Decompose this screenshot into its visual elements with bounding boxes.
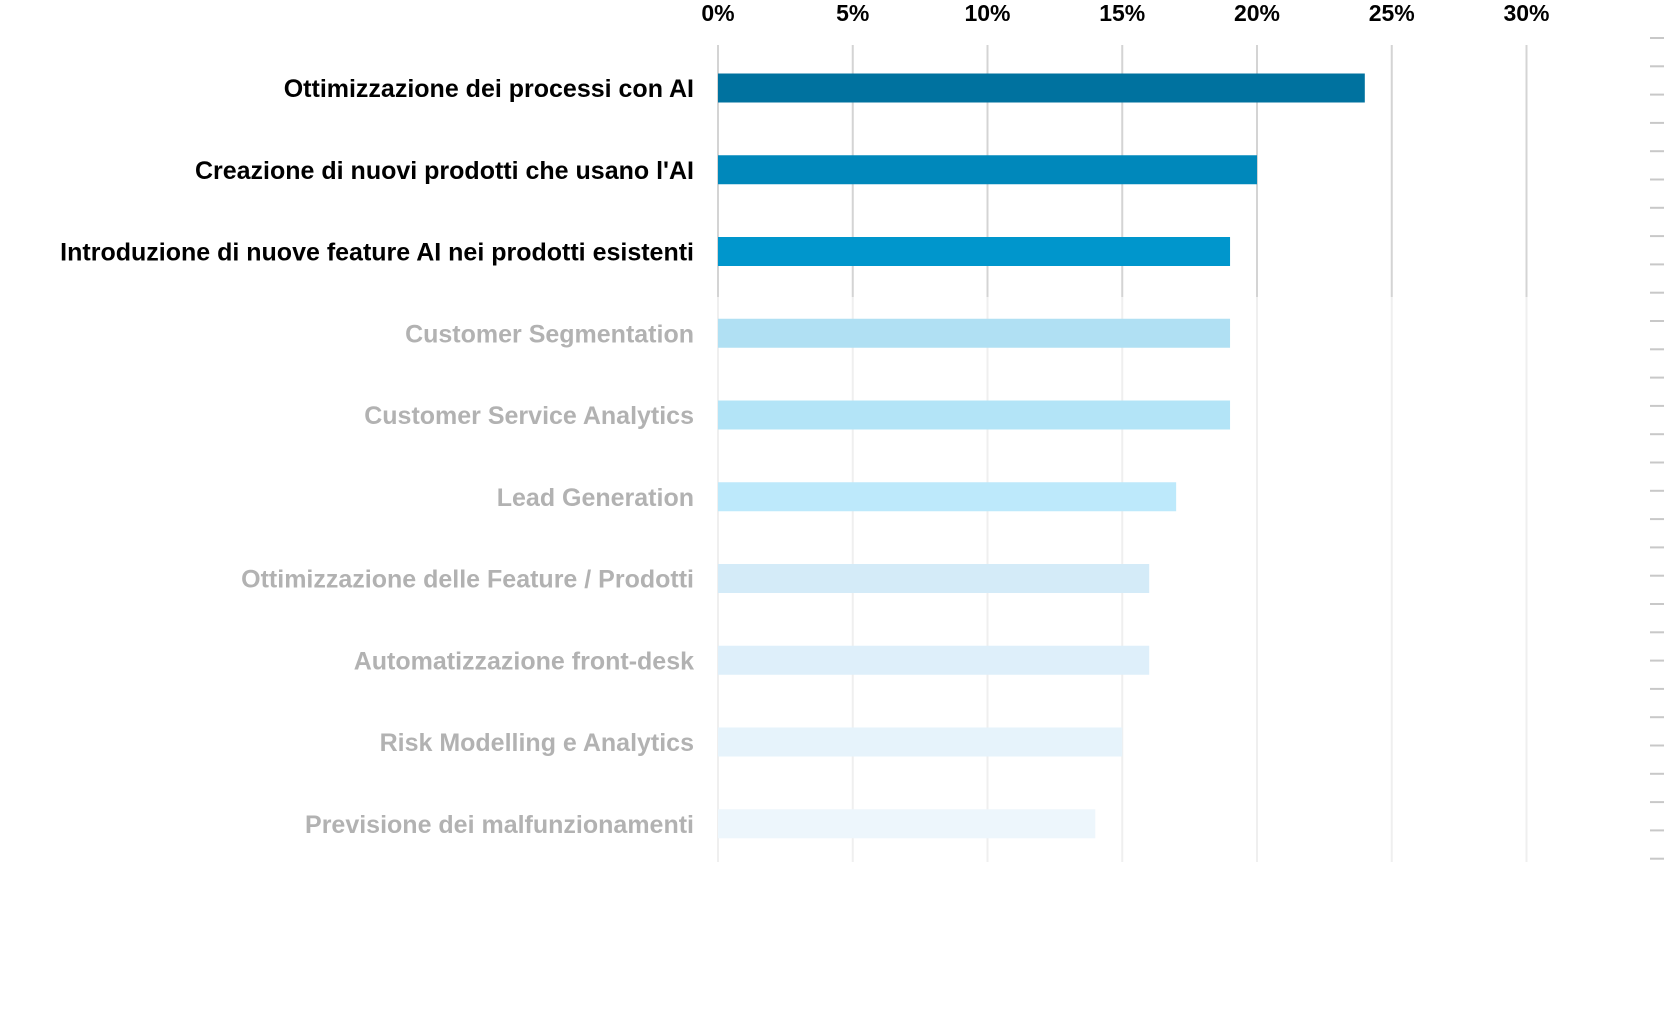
bar-7 [718, 645, 1150, 675]
bar-4 [718, 400, 1231, 430]
bars [718, 73, 1365, 839]
tick-label-5: 25% [1369, 0, 1415, 26]
category-label-8: Risk Modelling e Analytics [380, 729, 694, 757]
bar-0 [718, 73, 1365, 103]
category-labels: Ottimizzazione dei processi con AI Creazi… [60, 75, 694, 839]
category-label-1: Creazione di nuovi prodotti che usano l'… [195, 157, 694, 185]
bar-6 [718, 564, 1150, 593]
bar-9 [718, 809, 1096, 839]
category-label-2: Introduzione di nuove feature AI nei pro… [60, 239, 694, 267]
tick-label-3: 15% [1099, 0, 1145, 26]
category-label-9: Previsione dei malfunzionamenti [305, 811, 694, 839]
tick-label-4: 20% [1234, 0, 1280, 26]
category-label-3: Customer Segmentation [405, 320, 694, 348]
tick-label-0: 0% [701, 0, 734, 26]
tick-label-6: 30% [1503, 0, 1549, 26]
tick-label-2: 10% [964, 0, 1010, 26]
category-label-0: Ottimizzazione dei processi con AI [284, 75, 694, 103]
bar-2 [718, 237, 1231, 266]
right-edge-ticks [1650, 37, 1664, 860]
bar-1 [718, 155, 1257, 185]
tick-label-1: 5% [836, 0, 869, 26]
category-label-5: Lead Generation [497, 484, 694, 512]
bar-5 [718, 482, 1177, 512]
bar-3 [718, 318, 1231, 348]
bar-8 [718, 727, 1123, 757]
x-axis-tick-labels: 0% 5% 10% 15% 20% 25% 30% [701, 0, 1549, 26]
category-label-6: Ottimizzazione delle Feature / Prodotti [241, 566, 694, 594]
category-label-7: Automatizzazione front-desk [354, 647, 694, 675]
category-label-4: Customer Service Analytics [364, 402, 694, 430]
